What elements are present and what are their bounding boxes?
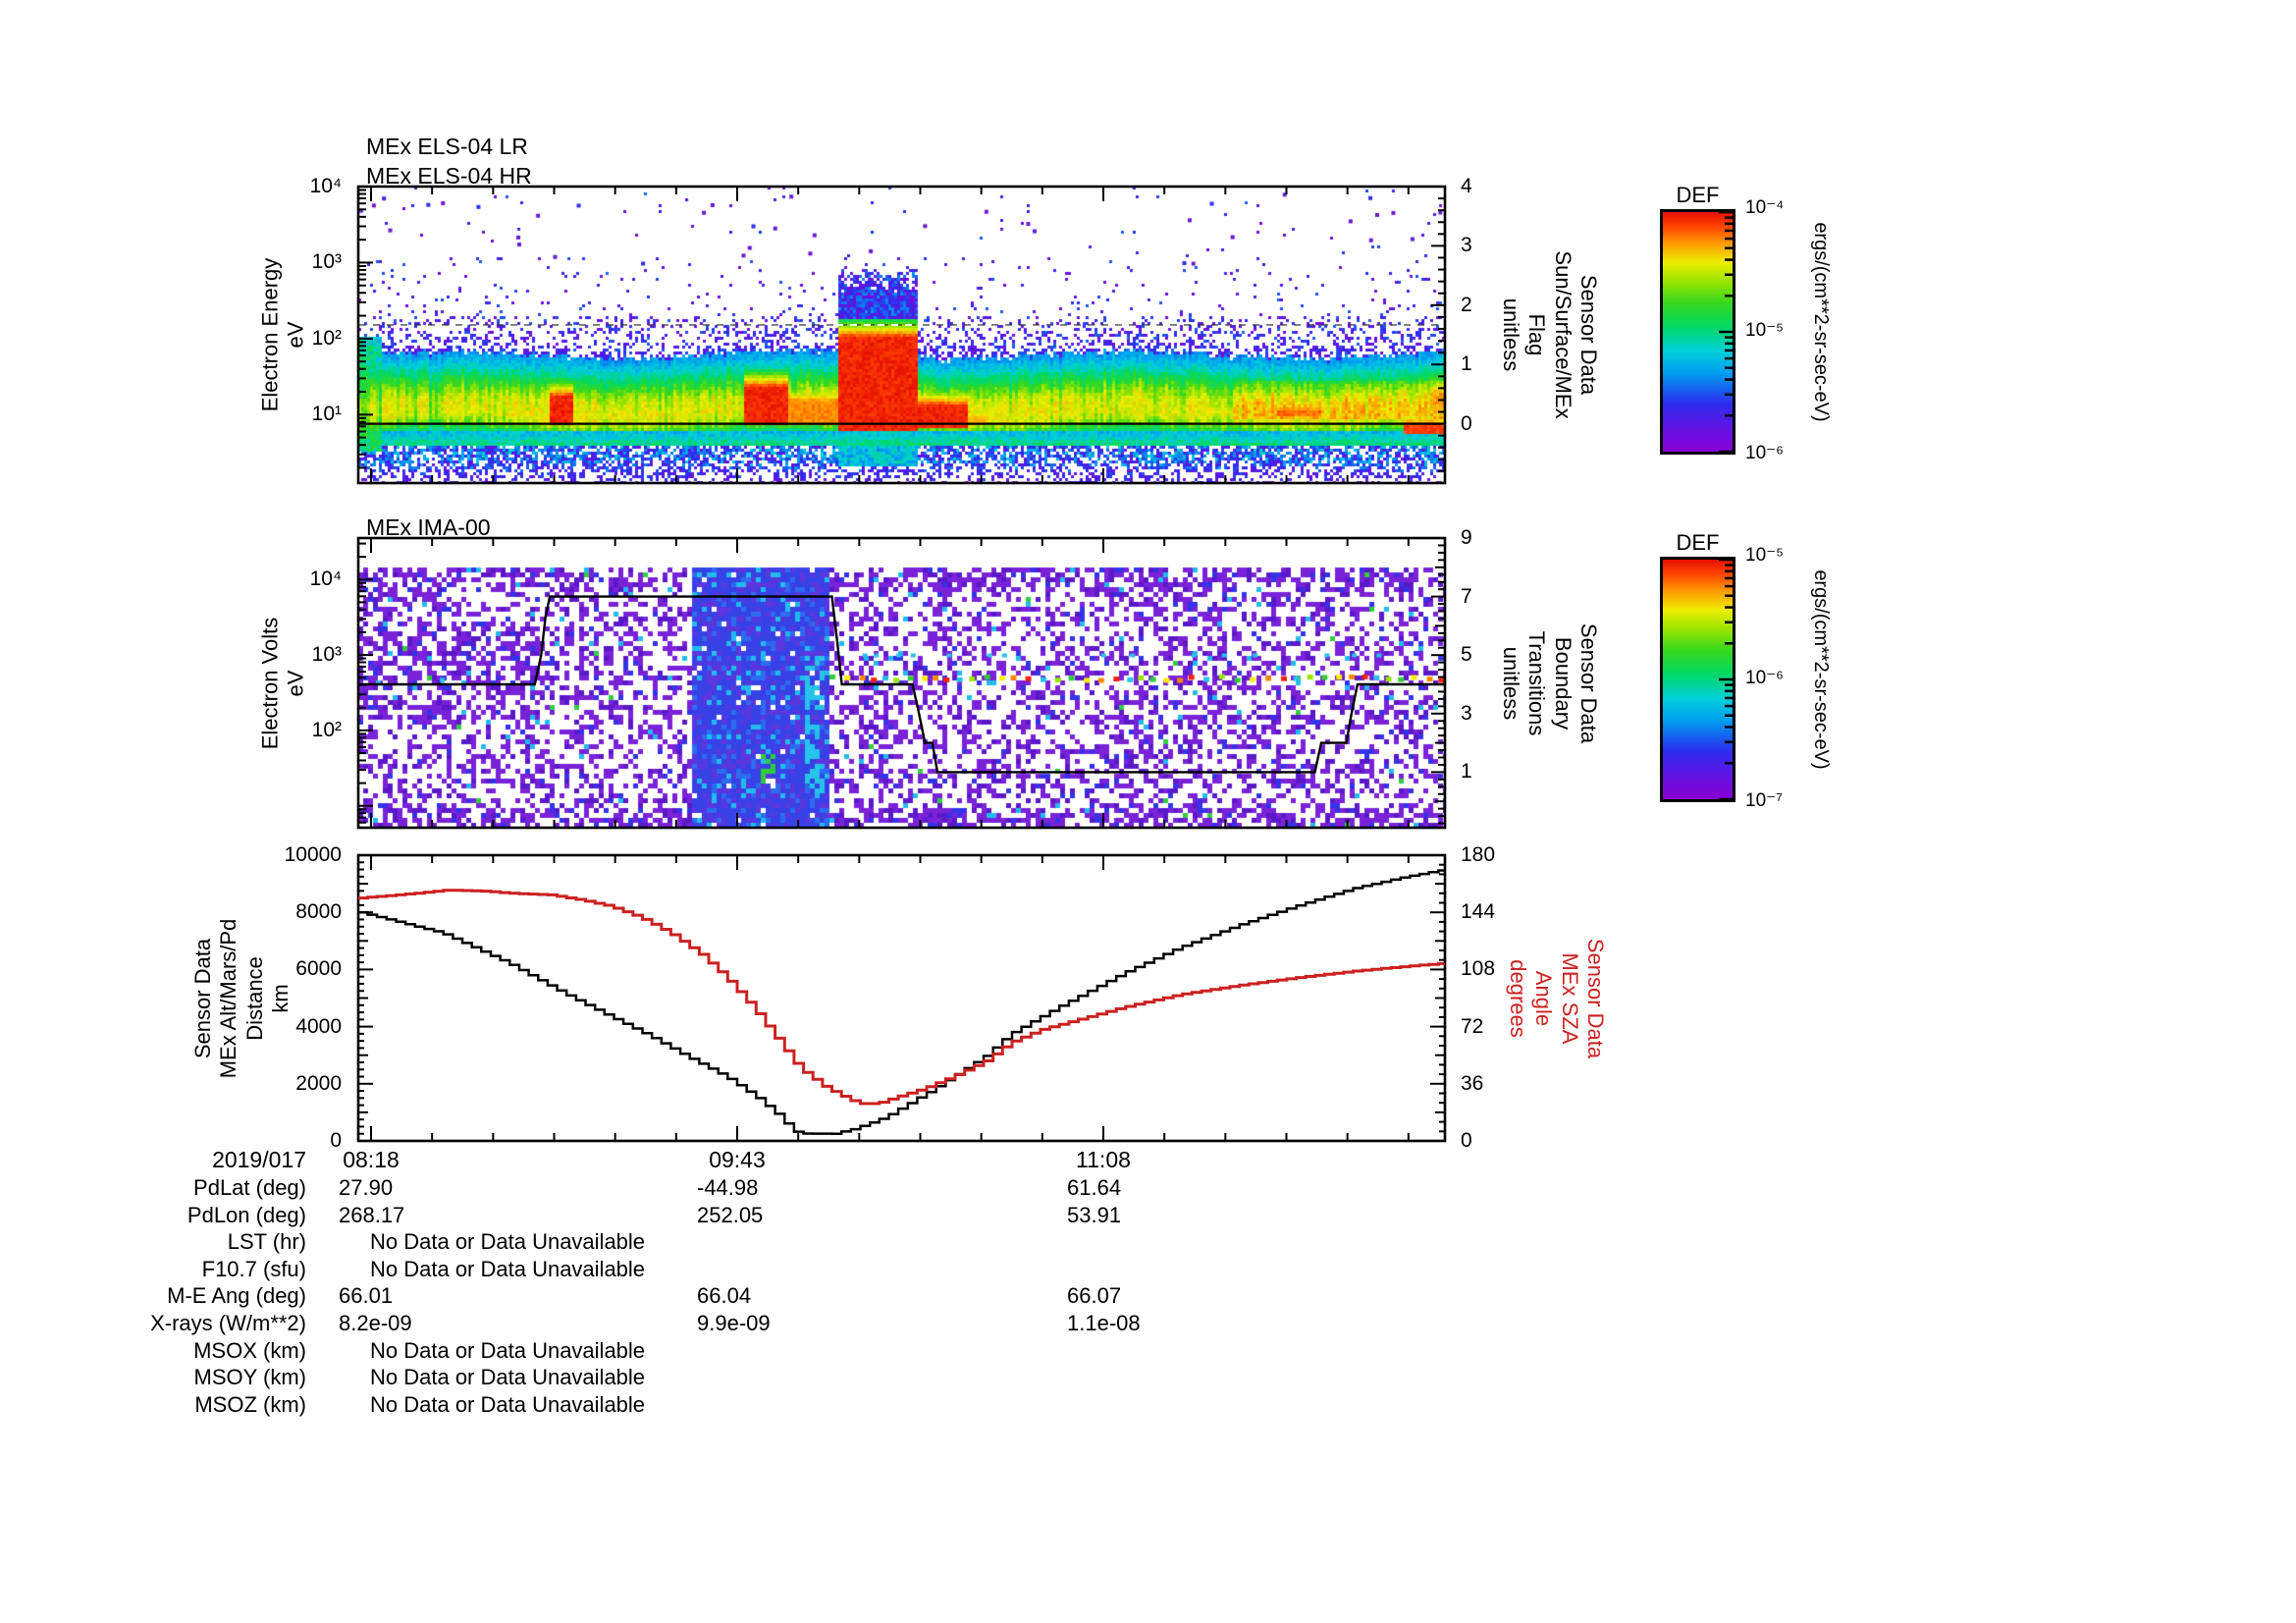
els-flag-tick-label: 3 bbox=[1461, 234, 1472, 257]
alt-tick-label: 4000 bbox=[295, 1014, 342, 1038]
ima-colorbar-tick-mid: 10⁻⁶ bbox=[1745, 668, 1784, 688]
ephemeris-right-axis-label: Sensor Data MEx SZA Angle degrees bbox=[1505, 938, 1608, 1058]
ima-boundary-tick-label: 9 bbox=[1461, 526, 1472, 549]
ima-colorbar-tick-top: 10⁻⁵ bbox=[1745, 545, 1785, 566]
alt-tick-label: 8000 bbox=[295, 900, 342, 924]
els-colorbar-tick-top: 10⁻⁴ bbox=[1745, 197, 1785, 218]
sza-tick-label: 72 bbox=[1461, 1014, 1484, 1038]
ima-colorbar-tick-bottom: 10⁻⁷ bbox=[1745, 790, 1784, 811]
table-value: 66.07 bbox=[1067, 1283, 1122, 1309]
ima-colorbar-title: DEF bbox=[1676, 530, 1720, 555]
els-flag-tick-label: 0 bbox=[1461, 411, 1472, 435]
time-tick-label: 09:43 bbox=[709, 1147, 766, 1172]
sza-tick-label: 36 bbox=[1461, 1071, 1484, 1095]
panel-title-ima: MEx IMA-00 bbox=[366, 514, 491, 540]
panel-title-els-hr: MEx ELS-04 HR bbox=[366, 163, 532, 189]
table-row-label: PdLon (deg) bbox=[187, 1202, 306, 1227]
table-value: 61.64 bbox=[1067, 1175, 1122, 1200]
table-row-label: X-rays (W/m**2) bbox=[150, 1311, 306, 1335]
els-flag-tick-label: 1 bbox=[1461, 352, 1472, 376]
els-y-tick-label: 10³ bbox=[311, 250, 342, 274]
time-tick-label: 11:08 bbox=[1076, 1147, 1131, 1172]
table-value: 66.04 bbox=[697, 1283, 752, 1309]
ima-y-tick-label: 10³ bbox=[311, 643, 342, 667]
table-row-label: MSOX (km) bbox=[193, 1337, 306, 1363]
ima-boundary-tick-label: 5 bbox=[1461, 643, 1472, 667]
els-flag-tick-label: 2 bbox=[1461, 293, 1472, 316]
sza-tick-label: 0 bbox=[1461, 1129, 1472, 1152]
sza-tick-label: 108 bbox=[1461, 957, 1496, 981]
sza-tick-label: 180 bbox=[1461, 843, 1496, 866]
table-value: 252.05 bbox=[697, 1202, 764, 1227]
table-row-label: MSOY (km) bbox=[193, 1365, 306, 1390]
table-value: 9.9e-09 bbox=[697, 1311, 771, 1335]
table-no-data-value: No Data or Data Unavailable bbox=[370, 1229, 646, 1255]
els-colorbar-tick-bottom: 10⁻⁶ bbox=[1745, 443, 1784, 463]
table-value: 268.17 bbox=[339, 1202, 405, 1227]
els-spectrogram-heatmap bbox=[358, 187, 1445, 483]
date-label: 2019/017 bbox=[212, 1147, 306, 1172]
table-no-data-value: No Data or Data Unavailable bbox=[370, 1391, 646, 1417]
alt-tick-label: 2000 bbox=[295, 1071, 342, 1095]
table-row-label: MSOZ (km) bbox=[194, 1391, 306, 1417]
table-row-label: PdLat (deg) bbox=[193, 1175, 306, 1200]
alt-tick-label: 10000 bbox=[284, 843, 342, 866]
time-tick-label: 08:18 bbox=[343, 1147, 400, 1172]
ima-boundary-tick-label: 1 bbox=[1461, 760, 1472, 784]
els-colorbar-tick-mid: 10⁻⁵ bbox=[1745, 320, 1785, 341]
ima-spectrogram-heatmap bbox=[358, 538, 1445, 828]
table-no-data-value: No Data or Data Unavailable bbox=[370, 1337, 646, 1363]
ima-y-tick-label: 10² bbox=[311, 718, 342, 741]
table-value: 53.91 bbox=[1067, 1202, 1122, 1227]
sza-tick-label: 144 bbox=[1461, 900, 1496, 924]
panel-title-els-lr: MEx ELS-04 LR bbox=[366, 134, 528, 159]
table-no-data-value: No Data or Data Unavailable bbox=[370, 1365, 646, 1390]
table-row-label: M-E Ang (deg) bbox=[167, 1283, 306, 1309]
ima-boundary-tick-label: 3 bbox=[1461, 701, 1472, 725]
table-row-label: F10.7 (sfu) bbox=[201, 1256, 306, 1281]
ima-boundary-tick-label: 7 bbox=[1461, 584, 1472, 608]
ima-y-tick-label: 10⁴ bbox=[309, 568, 342, 591]
els-y-tick-label: 10¹ bbox=[311, 403, 342, 426]
els-colorbar-title: DEF bbox=[1676, 183, 1720, 207]
table-value: 66.01 bbox=[339, 1283, 394, 1309]
els-flag-tick-label: 4 bbox=[1461, 175, 1472, 197]
table-no-data-value: No Data or Data Unavailable bbox=[370, 1256, 646, 1281]
table-row-label: LST (hr) bbox=[227, 1229, 306, 1255]
table-value: 8.2e-09 bbox=[339, 1311, 412, 1335]
table-value: 27.90 bbox=[339, 1175, 394, 1200]
alt-tick-label: 0 bbox=[330, 1129, 342, 1152]
table-value: -44.98 bbox=[697, 1175, 759, 1200]
els-y-tick-label: 10² bbox=[311, 326, 342, 350]
ephemeris-y-axis-label: Sensor Data MEx Alt/Mars/Pd Distance km bbox=[190, 918, 294, 1078]
alt-tick-label: 6000 bbox=[295, 957, 342, 981]
table-value: 1.1e-08 bbox=[1067, 1311, 1141, 1335]
els-y-tick-label: 10⁴ bbox=[309, 175, 342, 197]
